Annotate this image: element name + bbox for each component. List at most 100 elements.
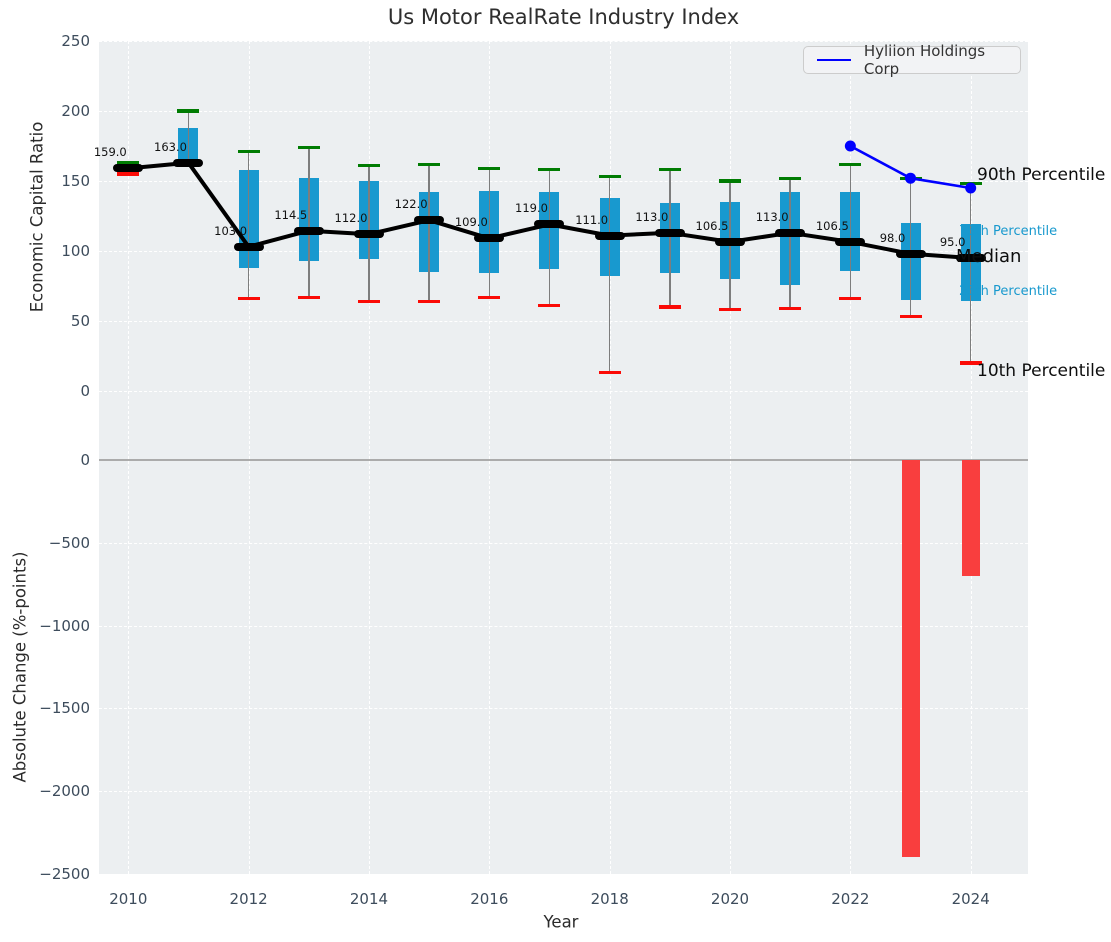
gridline-horizontal <box>99 391 1028 392</box>
p10-cap <box>598 371 621 375</box>
gridline-horizontal <box>99 321 1028 322</box>
median-value-label: 159.0 <box>93 145 127 160</box>
p90-cap <box>598 175 621 179</box>
gridline-vertical <box>248 41 250 874</box>
y-tick-label: 50 <box>70 312 90 330</box>
p10-cap <box>658 305 681 309</box>
y-tick-label: 250 <box>61 32 90 50</box>
gridline-vertical <box>970 41 972 874</box>
zero-axis-line <box>99 459 1028 462</box>
p90-cap <box>478 166 501 171</box>
chart-title: Us Motor RealRate Industry Index <box>387 5 740 29</box>
annotation-median: Median <box>956 246 1022 267</box>
p90-cap <box>357 163 380 168</box>
median-marker <box>474 234 505 243</box>
boxplot-whisker <box>608 176 611 373</box>
p10-cap <box>478 295 501 299</box>
median-value-label: 106.5 <box>695 218 729 233</box>
plot-panel <box>99 41 1028 875</box>
p90-cap <box>538 168 561 172</box>
boxplot-whisker <box>187 111 190 166</box>
gridline-horizontal <box>99 111 1028 112</box>
p10-cap <box>117 172 140 176</box>
median-marker <box>654 228 685 237</box>
gridline-vertical <box>368 41 370 874</box>
median-marker <box>594 231 625 240</box>
median-marker <box>955 254 986 262</box>
y-tick-label: −1500 <box>39 699 90 718</box>
median-value-label: 111.0 <box>575 212 609 227</box>
gridline-horizontal <box>99 708 1028 710</box>
median-value-label: 122.0 <box>394 197 428 212</box>
y-tick-label: −2000 <box>39 782 90 801</box>
p90-cap <box>297 145 320 150</box>
p10-cap <box>839 296 862 301</box>
p10-cap <box>959 361 982 365</box>
boxplot-whisker <box>548 169 551 306</box>
median-marker <box>113 164 144 173</box>
p90-cap <box>719 179 741 183</box>
median-marker <box>534 220 565 229</box>
p10-cap <box>719 308 741 312</box>
legend-label: Hyliion Holdings Corp <box>863 42 986 78</box>
p10-cap <box>297 295 320 299</box>
gridline-horizontal <box>99 791 1028 793</box>
gridline-horizontal <box>99 873 1028 875</box>
y-axis-label-top: Economic Capital Ratio <box>27 121 47 313</box>
y-tick-label: 200 <box>61 102 90 120</box>
y-tick-label: 100 <box>61 242 90 260</box>
median-value-label: 113.0 <box>755 209 789 224</box>
x-tick-label: 2016 <box>470 890 509 908</box>
x-tick-label: 2012 <box>229 890 268 908</box>
median-value-label: 112.0 <box>334 211 368 226</box>
median-value-label: 106.5 <box>815 218 849 233</box>
annotation-10th-percentile: 10th Percentile <box>977 361 1106 381</box>
boxplot-whisker <box>669 169 671 307</box>
boxplot-whisker <box>428 164 430 302</box>
p90-cap <box>779 176 802 180</box>
annotation-25th-percentile: 25th Percentile <box>959 284 1058 299</box>
median-value-label: 114.5 <box>274 207 308 222</box>
p10-cap <box>357 299 380 304</box>
boxplot-whisker <box>247 151 250 299</box>
median-marker <box>173 158 204 167</box>
median-value-label: 113.0 <box>635 209 669 224</box>
p10-cap <box>538 303 561 308</box>
p10-cap <box>418 299 441 304</box>
boxplot-whisker <box>789 178 791 309</box>
gridline-vertical <box>489 41 491 874</box>
x-tick-label: 2022 <box>831 890 870 908</box>
median-marker <box>835 237 866 246</box>
x-tick-label: 2010 <box>109 890 148 908</box>
median-marker <box>775 228 806 237</box>
p90-cap <box>899 176 922 180</box>
median-marker <box>895 249 926 258</box>
median-value-label: 109.0 <box>454 215 488 230</box>
annotation-75th-percentile: 75th Percentile <box>959 224 1058 239</box>
median-value-label: 119.0 <box>515 201 548 216</box>
median-marker <box>715 237 745 246</box>
p90-cap <box>839 162 862 166</box>
median-marker <box>353 230 384 239</box>
p90-cap <box>658 168 681 172</box>
y-tick-label: 0 <box>80 451 90 470</box>
x-axis-label: Year <box>543 912 579 932</box>
median-value-label: 95.0 <box>939 235 966 249</box>
legend-line-sample <box>817 59 851 61</box>
legend: Hyliion Holdings Corp <box>803 42 1021 78</box>
boxplot-whisker <box>849 164 852 299</box>
y-tick-label: −500 <box>48 534 90 552</box>
boxplot-whisker <box>488 168 490 298</box>
y-axis-label-bottom: Absolute Change (%-points) <box>10 551 30 783</box>
p10-cap <box>779 306 802 311</box>
median-marker <box>414 216 445 225</box>
p90-cap <box>237 149 260 154</box>
median-value-label: 163.0 <box>154 139 187 154</box>
gridline-horizontal <box>99 543 1028 544</box>
boxplot-whisker <box>909 178 912 317</box>
p90-cap <box>177 109 200 113</box>
x-tick-label: 2024 <box>951 890 990 908</box>
gridline-horizontal <box>99 41 1028 42</box>
median-marker <box>293 226 324 235</box>
